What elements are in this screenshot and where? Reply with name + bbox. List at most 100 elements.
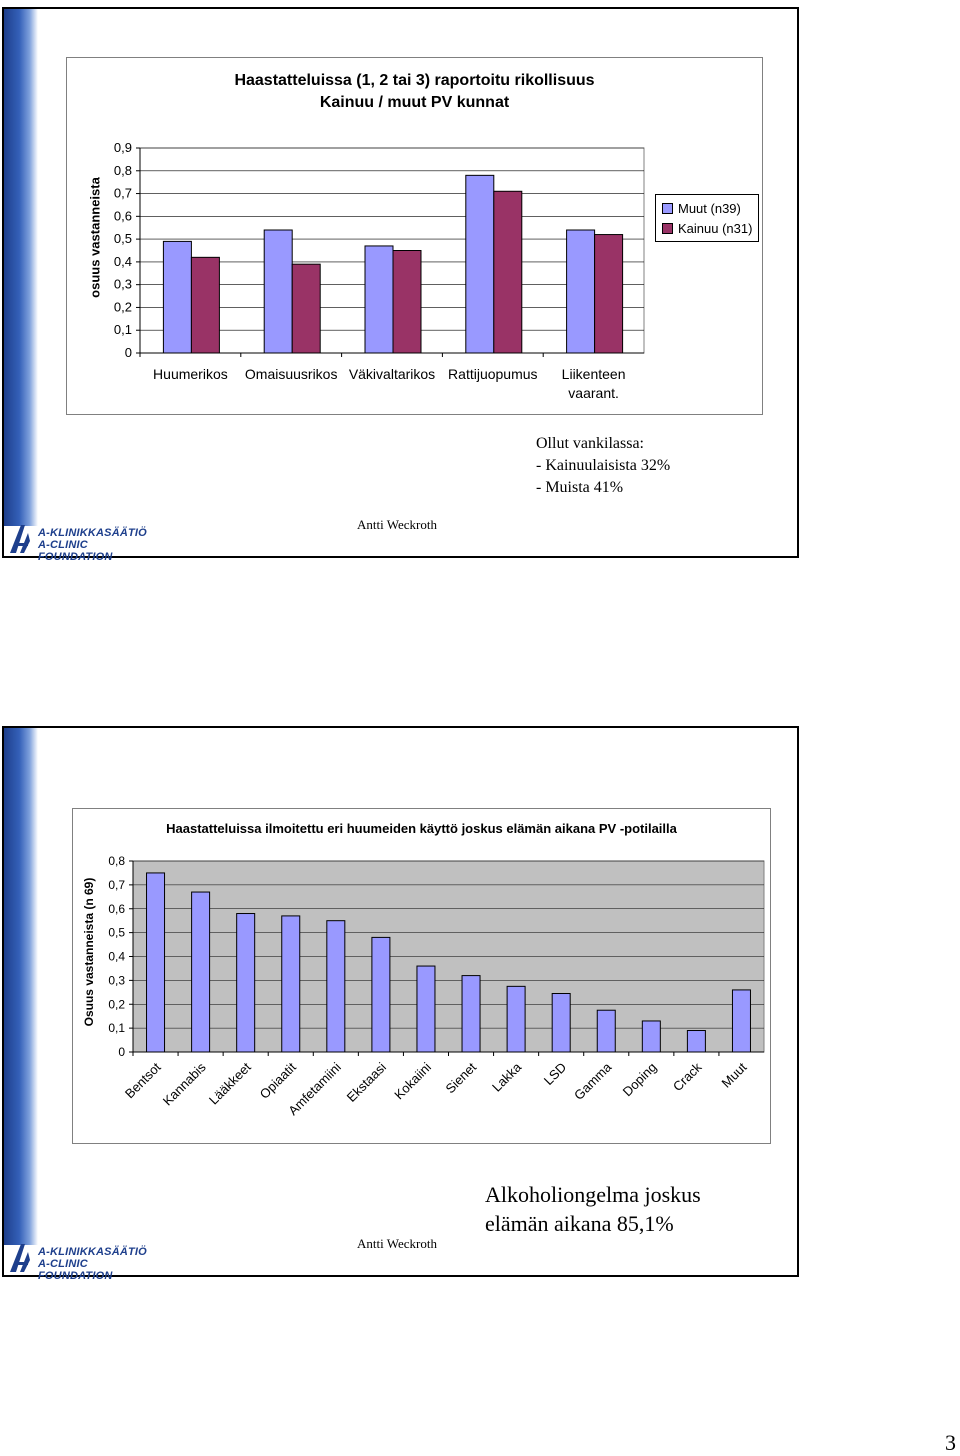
y-tick-label: 0 xyxy=(118,1045,125,1059)
bar-muut xyxy=(162,240,192,354)
x-tick-label: Bentsot xyxy=(122,1059,164,1101)
bar-doping xyxy=(641,1020,661,1053)
x-tick-label: Kannabis xyxy=(160,1059,209,1108)
x-tick-label: Opiaatit xyxy=(257,1059,300,1102)
y-tick-label: 0,5 xyxy=(108,926,125,940)
legend-label-kainuu: Kainuu (n31) xyxy=(678,220,753,236)
y-tick-label: 0,3 xyxy=(108,973,125,987)
bar-sienet xyxy=(461,975,481,1053)
legend-item-kainuu: Kainuu (n31) xyxy=(662,218,752,238)
y-tick-label: 0,8 xyxy=(114,163,132,178)
bar-lääkkeet xyxy=(236,913,256,1053)
y-tick-label: 0,7 xyxy=(114,186,132,201)
y-tick-label: 0,6 xyxy=(108,902,125,916)
bar-kainuu xyxy=(493,190,523,354)
bar-muut xyxy=(731,989,751,1053)
bar-crack xyxy=(686,1030,706,1053)
y-tick-label: 0,4 xyxy=(114,254,132,269)
crime-chart-legend: Muut (n39) Kainuu (n31) xyxy=(655,194,760,242)
y-tick-label: 0,2 xyxy=(114,299,132,314)
page-number: 3 xyxy=(945,1430,956,1455)
x-tick-label: vaarant. xyxy=(568,385,619,401)
prison-note-line-2: - Kainuulaisista 32% xyxy=(536,457,671,474)
bar-lsd xyxy=(551,993,571,1053)
author-footer: Antti Weckroth xyxy=(357,517,437,532)
drug-chart-title: Haastatteluissa ilmoitettu eri huumeiden… xyxy=(166,821,677,836)
bar-ekstaasi xyxy=(371,936,391,1053)
bar-kainuu xyxy=(291,263,321,354)
bar-kainuu xyxy=(392,250,422,354)
x-tick-label: Gamma xyxy=(571,1059,615,1103)
drug-chart-plot: 0 0,1 0,2 0,3 0,4 0,5 0,6 0,7 0,8 BentsotKannabis… xyxy=(108,854,765,1118)
bar-kokaiini xyxy=(416,965,436,1053)
bar-opiaatit xyxy=(281,915,301,1053)
x-tick-label: Väkivaltarikos xyxy=(349,366,435,382)
logo-line-1: A-KLINIKKASÄÄTIÖ xyxy=(38,1246,147,1258)
bar-bentsot xyxy=(146,872,166,1053)
slide-2: Haastatteluissa ilmoitettu eri huumeiden… xyxy=(2,726,799,1282)
legend-swatch-muut xyxy=(662,202,673,214)
y-tick-label: 0,3 xyxy=(114,277,132,292)
y-tick-label: 0,9 xyxy=(114,140,132,155)
logo-line-2: A-CLINIC FOUNDATION xyxy=(38,1258,113,1282)
y-tick-label: 0 xyxy=(125,345,132,360)
bar-muut xyxy=(263,229,293,354)
x-tick-label: Sienet xyxy=(442,1059,479,1096)
x-tick-label: Doping xyxy=(620,1060,660,1100)
crime-chart-plot: 0 0,1 0,2 0,3 0,4 0,5 0,6 0,7 0,8 0,9 Huumerikos Om… xyxy=(114,140,645,401)
bar-muut xyxy=(465,174,495,354)
author-footer: Antti Weckroth xyxy=(357,1236,437,1251)
y-tick-label: 0,7 xyxy=(108,878,125,892)
bar-kainuu xyxy=(190,256,220,354)
y-tick-label: 0,4 xyxy=(108,950,125,964)
a-clinic-logo-text: A-KLINIKKASÄÄTIÖ A-CLINIC FOUNDATION xyxy=(38,1246,148,1282)
y-tick-label: 0,2 xyxy=(108,997,125,1011)
slide-1: Haastatteluissa (1, 2 tai 3) raportoitu … xyxy=(2,7,799,563)
legend-item-muut: Muut (n39) xyxy=(662,198,752,218)
a-clinic-logo: A-KLINIKKASÄÄTIÖ A-CLINIC FOUNDATION xyxy=(8,1242,148,1282)
x-tick-label: Ekstaasi xyxy=(344,1059,389,1104)
a-clinic-logo-text: A-KLINIKKASÄÄTIÖ A-CLINIC FOUNDATION xyxy=(38,527,148,563)
crime-chart-title-line-2: Kainuu / muut PV kunnat xyxy=(319,94,510,111)
alcohol-note: Alkoholiongelma joskus elämän aikana 85,… xyxy=(485,1180,701,1238)
bar-kainuu xyxy=(594,234,624,354)
logo-line-1: A-KLINIKKASÄÄTIÖ xyxy=(38,527,147,539)
legend-swatch-kainuu xyxy=(662,222,673,234)
prison-note: Ollut vankilassa: - Kainuulaisista 32% -… xyxy=(536,433,670,499)
bar-amfetamiini xyxy=(326,920,346,1053)
legend-label-muut: Muut (n39) xyxy=(678,200,741,216)
x-tick-label: Liikenteen xyxy=(562,366,626,382)
a-clinic-logo-mark xyxy=(10,525,30,553)
x-tick-label: Crack xyxy=(670,1059,705,1094)
logo-line-2: A-CLINIC FOUNDATION xyxy=(38,539,113,563)
y-tick-label: 0,8 xyxy=(108,854,125,868)
x-tick-label: Kokaiini xyxy=(391,1059,434,1102)
x-tick-label: Huumerikos xyxy=(153,366,228,382)
y-tick-label: 0,1 xyxy=(114,322,132,337)
x-tick-label: LSD xyxy=(541,1060,569,1088)
x-tick-label: Muut xyxy=(719,1059,750,1090)
slide-1-band xyxy=(4,9,38,526)
x-tick-label: Lääkkeet xyxy=(206,1059,254,1107)
drug-chart: Haastatteluissa ilmoitettu eri huumeiden… xyxy=(72,808,771,1144)
alcohol-note-line-2: elämän aikana 85,1% xyxy=(485,1211,674,1236)
prison-note-line-3: - Muista 41% xyxy=(536,479,624,496)
crime-chart-title-line-1: Haastatteluissa (1, 2 tai 3) raportoitu … xyxy=(234,72,595,89)
y-tick-label: 0,1 xyxy=(108,1021,125,1035)
slide-2-band xyxy=(4,728,38,1245)
y-tick-label: 0,6 xyxy=(114,208,132,223)
bar-lakka xyxy=(506,985,526,1053)
x-tick-label: Lakka xyxy=(489,1059,525,1095)
prison-note-line-1: Ollut vankilassa: xyxy=(536,435,644,452)
alcohol-note-line-1: Alkoholiongelma joskus xyxy=(485,1182,701,1207)
crime-chart: Haastatteluissa (1, 2 tai 3) raportoitu … xyxy=(66,57,763,415)
a-clinic-logo-mark xyxy=(10,1244,30,1272)
x-tick-label: Rattijuopumus xyxy=(448,366,538,382)
y-tick-label: 0,5 xyxy=(114,231,132,246)
x-tick-label: Omaisuusrikos xyxy=(245,366,338,382)
bar-muut xyxy=(566,229,596,354)
a-clinic-logo: A-KLINIKKASÄÄTIÖ A-CLINIC FOUNDATION xyxy=(8,523,148,563)
crime-chart-title: Haastatteluissa (1, 2 tai 3) raportoitu … xyxy=(67,70,762,114)
bar-muut xyxy=(364,245,394,354)
bar-kannabis xyxy=(191,891,211,1053)
